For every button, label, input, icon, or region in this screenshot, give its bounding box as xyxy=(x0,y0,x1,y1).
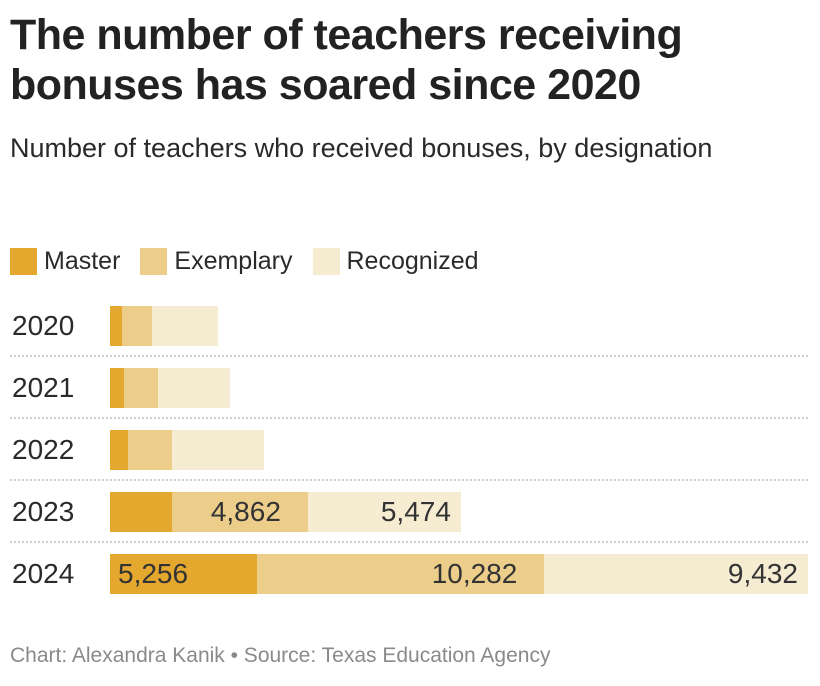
bar-row-2022: 2022 xyxy=(0,418,820,481)
row-divider xyxy=(10,355,808,357)
stacked-bar xyxy=(110,306,808,346)
year-label: 2022 xyxy=(12,434,75,465)
row-divider xyxy=(10,479,808,481)
stacked-bar: 4,862 5,474 xyxy=(110,492,808,532)
row-divider xyxy=(10,417,808,419)
bar-segment-master xyxy=(110,306,122,346)
recognized-swatch-icon xyxy=(312,247,340,275)
legend: Master Exemplary Recognized xyxy=(10,246,499,276)
stacked-bar xyxy=(110,368,808,408)
stacked-bar: 5,256 10,282 9,432 xyxy=(110,554,808,594)
bar-segment-exemplary xyxy=(124,368,158,408)
year-label: 2020 xyxy=(12,310,75,341)
bar-segment-master xyxy=(110,430,128,470)
legend-label: Exemplary xyxy=(174,246,293,275)
legend-item-recognized: Recognized xyxy=(312,246,479,276)
legend-item-exemplary: Exemplary xyxy=(140,246,293,276)
bar-row-2023: 2023 4,862 5,474 xyxy=(0,480,820,543)
legend-item-master: Master xyxy=(10,247,120,276)
bar-segment-recognized: 9,432 xyxy=(544,554,808,594)
bar-segment-recognized xyxy=(151,306,218,346)
bar-row-2021: 2021 xyxy=(0,356,820,419)
bar-segment-exemplary: 10,282 xyxy=(256,554,545,594)
legend-label: Master xyxy=(44,246,121,275)
master-swatch-icon xyxy=(10,247,37,275)
year-label: 2024 xyxy=(12,558,75,589)
legend-label: Recognized xyxy=(346,246,479,275)
exemplary-swatch-icon xyxy=(140,247,168,275)
bar-segment-recognized: 5,474 xyxy=(307,492,461,532)
year-label: 2021 xyxy=(12,372,75,403)
bar-segment-exemplary xyxy=(121,306,152,346)
stacked-bar xyxy=(110,430,808,470)
chart-title: The number of teachers receiving bonuses… xyxy=(10,11,683,109)
row-divider xyxy=(10,541,808,543)
bar-segment-master xyxy=(110,492,172,532)
bar-segment-exemplary: 4,862 xyxy=(172,492,308,532)
bar-segment-master xyxy=(110,368,124,408)
bar-segment-recognized xyxy=(157,368,230,408)
chart-subtitle: Number of teachers who received bonuses,… xyxy=(10,133,713,163)
source-credit: Chart: Alexandra Kanik • Source: Texas E… xyxy=(10,644,551,667)
bar-row-2020: 2020 xyxy=(0,294,820,357)
year-label: 2023 xyxy=(12,496,75,527)
bar-segment-recognized xyxy=(172,430,264,470)
bar-row-2024: 2024 5,256 10,282 9,432 xyxy=(0,542,820,604)
bar-segment-master: 5,256 xyxy=(110,554,257,594)
chart-rows: 2020 2021 2022 2023 4,862 5,474 xyxy=(0,294,820,604)
bar-segment-exemplary xyxy=(128,430,172,470)
